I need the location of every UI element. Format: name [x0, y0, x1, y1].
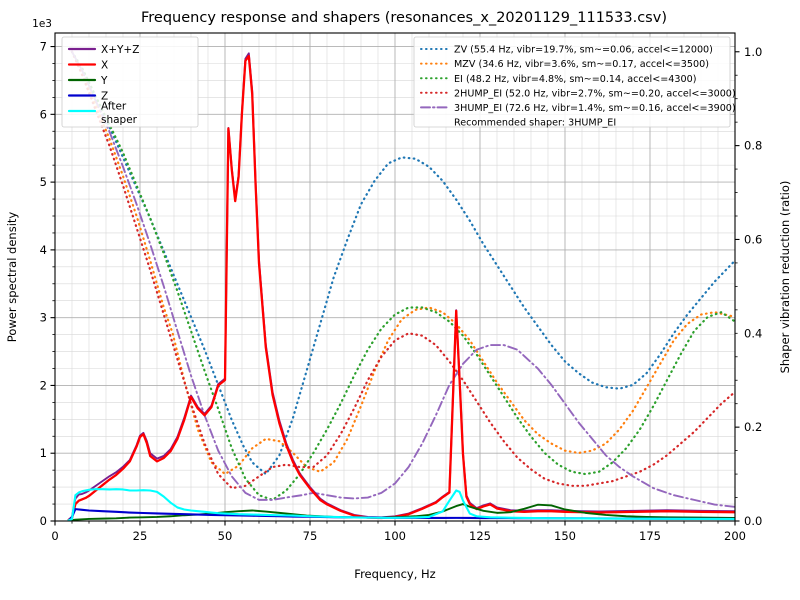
x-tick-label: 25: [133, 529, 148, 543]
y-axis-ticks: 0 1 2 3 4 5 6 7: [40, 40, 55, 528]
y-axis-exponent-label: 1e3: [32, 18, 52, 30]
y2-axis-ticks: 0.0 0.2 0.4 0.6 0.8 1.0: [735, 45, 762, 528]
legend-label: ZV (55.4 Hz, vibr=19.7%, sm~=0.06, accel…: [454, 45, 713, 56]
y2-axis-label: Shaper vibration reduction (ratio): [778, 181, 792, 374]
data-series-layer: [67, 50, 735, 521]
shaper-legend[interactable]: ZV (55.4 Hz, vibr=19.7%, sm~=0.06, accel…: [413, 36, 736, 129]
shaper-curve-ei: [70, 50, 735, 501]
y-axis-label: Power spectral density: [5, 212, 19, 343]
x-axis-label: Frequency, Hz: [354, 567, 435, 581]
psd-curve-after-shaper: [67, 488, 735, 521]
y-tick-label: 7: [40, 40, 47, 54]
legend-label: shaper: [101, 114, 138, 126]
x-tick-label: 175: [639, 529, 661, 543]
legend-label: MZV (34.6 Hz, vibr=3.6%, sm~=0.17, accel…: [454, 59, 709, 70]
x-tick-label: 125: [469, 529, 491, 543]
legend-label: After: [101, 101, 127, 113]
y-tick-label: 5: [40, 175, 47, 189]
y-tick-label: 3: [40, 311, 47, 325]
legend-label: EI (48.2 Hz, vibr=4.8%, sm~=0.14, accel<…: [454, 74, 696, 85]
x-axis-ticks: 0 25 50 75 100 125 150 175 200: [51, 521, 746, 543]
shaper-curve-2hump_ei: [70, 50, 735, 490]
psd-legend-box: [61, 36, 199, 128]
page-title: Frequency response and shapers (resonanc…: [141, 10, 667, 26]
shaper-legend-box: [413, 36, 731, 128]
legend-label: 2HUMP_EI (52.0 Hz, vibr=2.7%, sm~=0.20, …: [454, 88, 736, 99]
y-tick-label: 6: [40, 107, 47, 121]
y-tick-label: 2: [40, 378, 47, 392]
psd-curve-x: [67, 54, 735, 521]
y2-tick-label: 0.0: [744, 514, 762, 528]
y-tick-label: 4: [40, 243, 47, 257]
shaper-curve-3hump_ei: [71, 50, 735, 508]
legend-label: X: [101, 59, 108, 71]
x-tick-label: 100: [384, 529, 406, 543]
shaper-curve-zv: [70, 50, 735, 476]
x-tick-label: 150: [554, 529, 576, 543]
x-tick-label: 0: [51, 529, 58, 543]
legend-label: X+Y+Z: [101, 44, 139, 56]
legend-label: Y: [100, 75, 108, 87]
y-tick-label: 1: [40, 446, 47, 460]
x-tick-label: 75: [303, 529, 318, 543]
shaper-curve-mzv: [70, 50, 735, 476]
recommended-shaper-note: Recommended shaper: 3HUMP_EI: [454, 118, 616, 129]
y2-tick-label: 0.2: [744, 420, 762, 434]
legend-label: 3HUMP_EI (72.6 Hz, vibr=1.4%, sm~=0.16, …: [454, 103, 736, 114]
legend-label: Z: [101, 90, 108, 102]
y2-tick-label: 0.8: [744, 139, 762, 153]
y2-tick-label: 1.0: [744, 45, 762, 59]
x-tick-label: 200: [724, 529, 746, 543]
y2-tick-label: 0.4: [744, 326, 762, 340]
y2-tick-label: 0.6: [744, 232, 762, 246]
y-tick-label: 0: [40, 514, 47, 528]
x-tick-label: 50: [218, 529, 233, 543]
